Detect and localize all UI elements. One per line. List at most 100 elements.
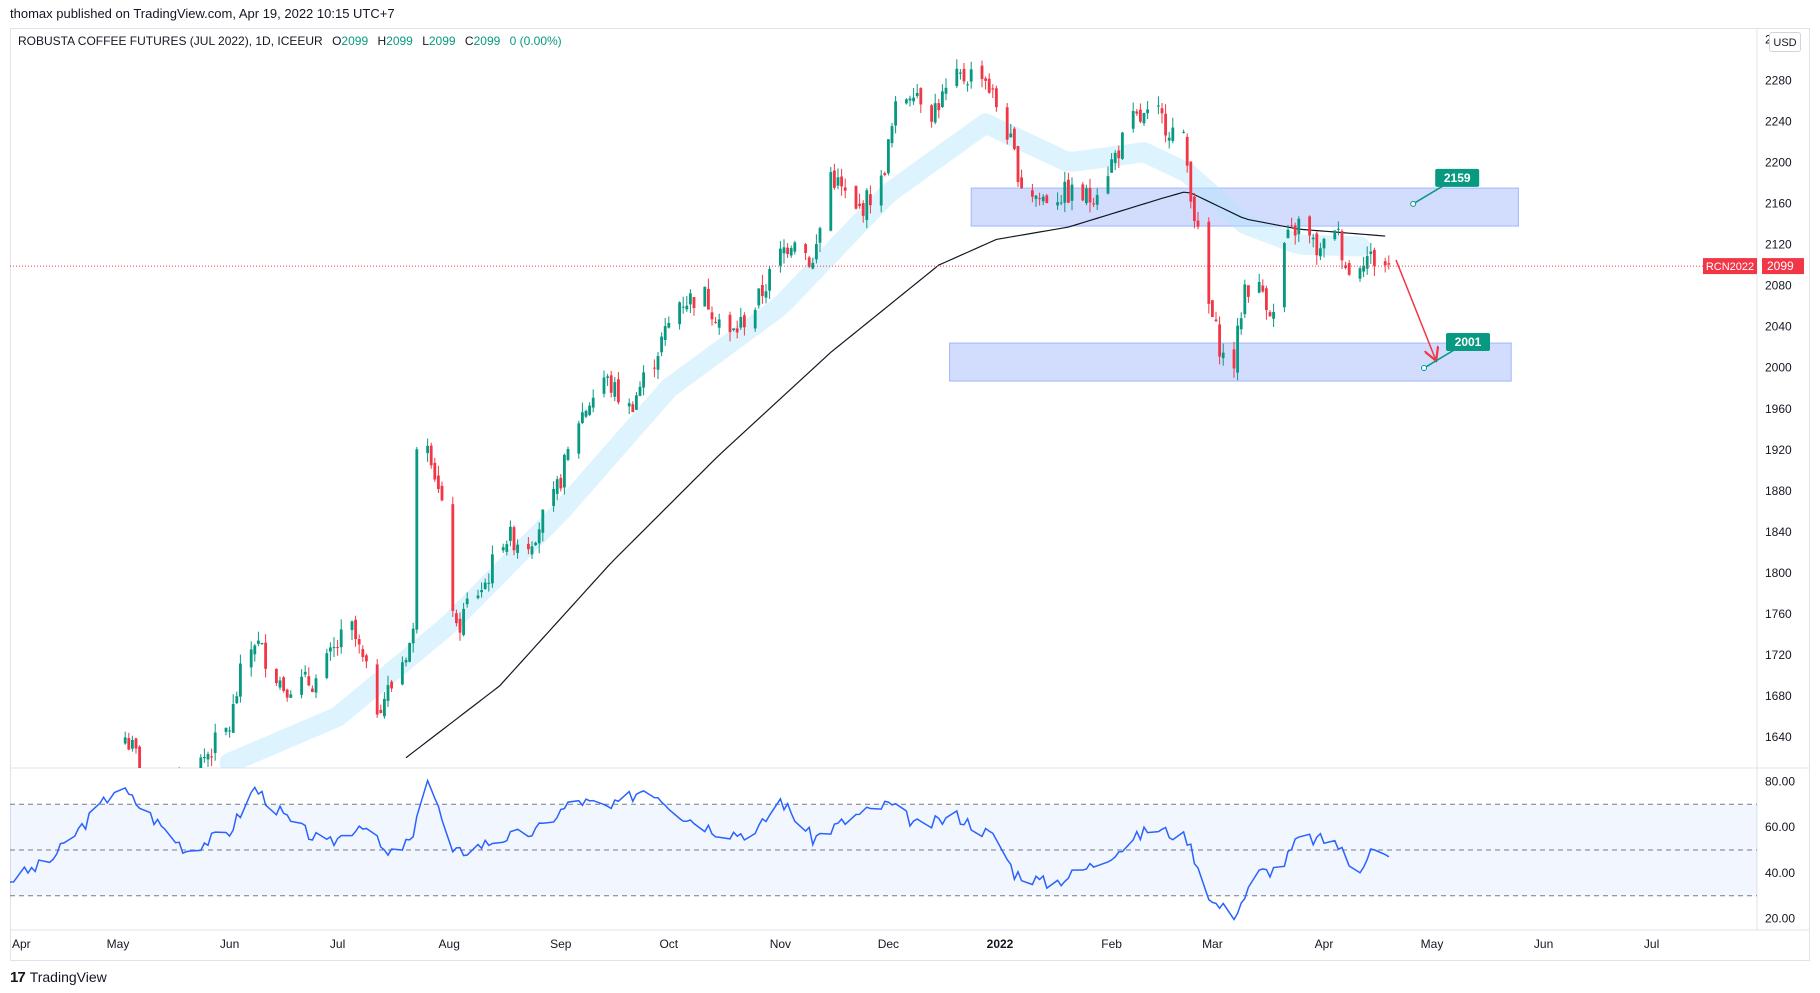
candle-body xyxy=(811,262,815,269)
candle-body xyxy=(260,643,264,645)
time-tick-label: Feb xyxy=(1101,937,1122,951)
candle xyxy=(1038,192,1041,206)
candle xyxy=(858,193,861,209)
candle xyxy=(354,615,357,647)
callout-pointer xyxy=(1423,349,1455,369)
candle-body xyxy=(1160,108,1164,114)
candle-body xyxy=(966,84,969,86)
candle xyxy=(390,679,393,692)
candle-body xyxy=(905,99,908,104)
candle xyxy=(480,582,483,598)
candle xyxy=(606,373,609,386)
candle-body xyxy=(930,105,933,122)
candle-body xyxy=(365,655,368,662)
currency-button[interactable]: USD xyxy=(1769,32,1801,52)
candle xyxy=(984,76,987,90)
candle xyxy=(577,420,581,459)
candle xyxy=(228,726,231,738)
candle-body xyxy=(235,696,239,704)
candle xyxy=(541,509,545,542)
candle xyxy=(890,122,894,148)
callout-anchor-dot xyxy=(1421,365,1427,372)
candle xyxy=(1218,316,1221,365)
candle xyxy=(181,771,184,797)
candle xyxy=(1142,112,1146,126)
candle xyxy=(703,286,707,307)
candle-body xyxy=(239,663,242,697)
candle xyxy=(1092,197,1095,208)
candle-body xyxy=(375,664,379,715)
candle xyxy=(1311,233,1315,248)
candle xyxy=(815,234,818,264)
candle-body xyxy=(941,91,944,108)
candle-body xyxy=(415,449,419,630)
candle xyxy=(667,316,671,329)
footer-brand[interactable]: TradingView xyxy=(29,969,107,985)
candle-body xyxy=(879,175,883,206)
candle-body xyxy=(1207,221,1211,304)
tradingview-logo-icon[interactable]: 17 xyxy=(10,969,26,986)
rsi-tick-label: 60.00 xyxy=(1765,820,1795,834)
candle-body xyxy=(390,681,393,689)
candle xyxy=(631,401,635,413)
candle-body xyxy=(249,649,253,668)
candle-body xyxy=(703,286,707,307)
candle-body xyxy=(710,312,714,320)
candle-body xyxy=(264,642,267,669)
candle xyxy=(1146,101,1149,120)
candle xyxy=(1283,241,1286,313)
time-tick-label: May xyxy=(107,937,130,951)
candle xyxy=(728,311,732,342)
candle-body xyxy=(361,649,365,657)
candle xyxy=(156,769,159,806)
candle xyxy=(764,284,768,304)
callout-box xyxy=(1446,333,1490,352)
candle-body xyxy=(458,618,462,633)
candle-body xyxy=(289,694,293,698)
candle xyxy=(329,642,332,661)
candle-body xyxy=(379,709,383,714)
candle xyxy=(966,81,969,92)
candle xyxy=(685,295,689,312)
callout-pointer xyxy=(1412,185,1444,205)
candle xyxy=(1117,145,1121,168)
candle-body xyxy=(1121,132,1124,159)
candle-body xyxy=(1185,136,1189,166)
candle xyxy=(1070,177,1074,211)
candle xyxy=(1121,131,1124,160)
candle-body xyxy=(1383,261,1387,266)
candle-body xyxy=(987,78,991,93)
candle-body xyxy=(1265,288,1268,311)
candle-body xyxy=(462,608,465,635)
candle xyxy=(1081,182,1085,202)
candle-body xyxy=(1157,105,1160,107)
candle-body xyxy=(588,405,591,415)
candle xyxy=(908,95,912,107)
candle xyxy=(1308,215,1311,244)
candle-body xyxy=(1013,128,1016,150)
candle xyxy=(231,694,235,733)
candle xyxy=(937,98,941,119)
candle xyxy=(1272,303,1275,328)
candle-body xyxy=(858,203,861,206)
callout-box xyxy=(1435,168,1480,187)
candle xyxy=(768,266,771,299)
candle-body xyxy=(160,803,163,804)
candle xyxy=(275,668,278,686)
candle xyxy=(530,541,534,560)
candle xyxy=(1095,188,1099,211)
candle-body xyxy=(501,547,505,551)
candle-body xyxy=(984,78,987,81)
candle xyxy=(1056,192,1059,210)
candle xyxy=(1211,299,1214,318)
candle xyxy=(656,352,660,380)
candle xyxy=(1135,109,1139,116)
candle-body xyxy=(869,194,872,206)
candle-body xyxy=(980,65,984,80)
candle-body xyxy=(408,642,411,662)
price-tick-label: 2160 xyxy=(1765,196,1792,210)
candle xyxy=(933,93,937,125)
candle-body xyxy=(530,546,534,555)
candle-body xyxy=(487,582,491,584)
